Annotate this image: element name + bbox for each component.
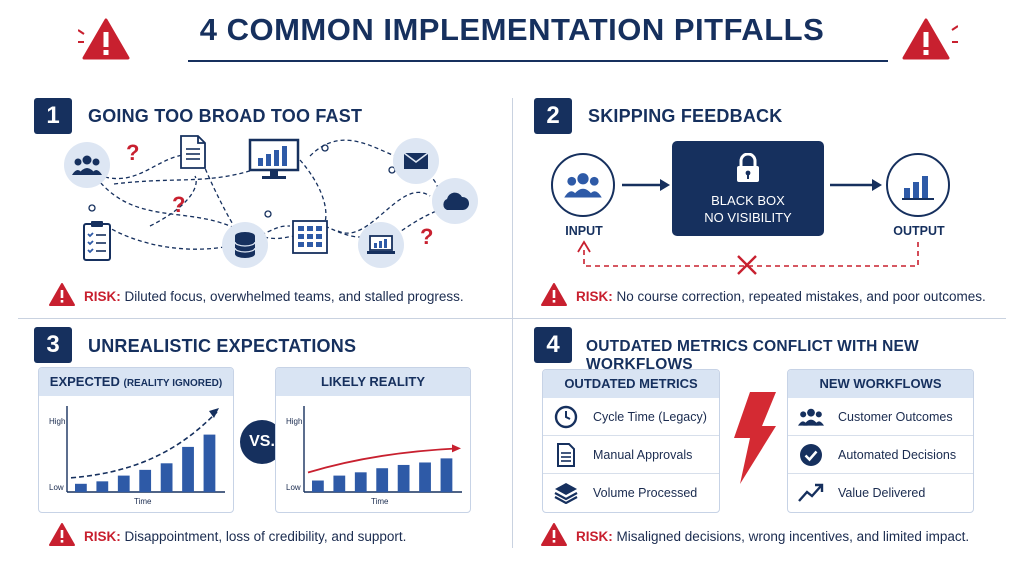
list-item: Manual Approvals [543, 436, 719, 474]
chart-bar [354, 472, 367, 492]
trend-line [70, 411, 218, 479]
x-axis-label: Time [134, 497, 152, 506]
chart-bar [139, 469, 152, 492]
trend-up-icon [798, 480, 824, 506]
cloud-icon [432, 178, 478, 224]
team-icon [64, 142, 110, 188]
output-label: OUTPUT [893, 224, 945, 238]
warning-icon-right [898, 16, 959, 69]
question-mark: ? [172, 192, 186, 217]
question-mark: ? [420, 224, 434, 249]
input-node [551, 153, 615, 217]
lock-icon [734, 152, 762, 188]
chart-bar [419, 462, 431, 492]
list-item: Cycle Time (Legacy) [543, 398, 719, 436]
chart-bar [96, 481, 109, 492]
chart-bar [333, 475, 346, 492]
outdated-metrics-panel: OUTDATED METRICS Cycle Time (Legacy) Man… [542, 369, 720, 513]
team-icon [798, 404, 824, 430]
chart-bar [397, 464, 410, 492]
chart-bar [117, 475, 130, 492]
layers-icon [553, 480, 579, 506]
output-node [886, 153, 950, 217]
y-low-label: Low [286, 483, 301, 492]
chart-bar [312, 480, 324, 492]
chart-bar [182, 446, 194, 492]
risk-warning-icon [48, 282, 76, 312]
chart-bar [75, 483, 87, 492]
black-box-line1: BLACK BOX [711, 193, 785, 208]
broken-feedback-loop [577, 240, 919, 275]
outdated-metrics-header: OUTDATED METRICS [543, 370, 719, 398]
section-4-title: OUTDATED METRICS CONFLICT WITH NEW WORKF… [586, 338, 919, 373]
x-axis-label: Time [371, 497, 389, 506]
conflict-lightning-icon [732, 392, 778, 489]
risk-warning-icon [48, 522, 76, 552]
reality-chart-panel: LIKELY REALITY High Low Time [275, 367, 471, 513]
chart-bar [440, 458, 453, 492]
trend-line [307, 447, 459, 474]
check-circle-icon [798, 442, 824, 468]
black-box: BLACK BOX NO VISIBILITY [672, 141, 824, 236]
new-workflows-panel: NEW WORKFLOWS Customer Outcomes Automate… [787, 369, 974, 513]
y-high-label: High [286, 417, 302, 426]
black-box-line2: NO VISIBILITY [704, 210, 792, 225]
page-title: 4 COMMON IMPLEMENTATION PITFALLS [199, 12, 825, 47]
chart-bar [160, 463, 173, 492]
list-item: Volume Processed [543, 474, 719, 512]
document-icon [178, 134, 208, 175]
risk-warning-icon [540, 282, 568, 312]
section-2-number: 2 [534, 98, 572, 134]
reality-chart-title: LIKELY REALITY [276, 368, 470, 396]
risk-warning-icon [540, 522, 568, 552]
section-4-number: 4 [534, 327, 572, 363]
database-icon [222, 222, 268, 268]
y-high-label: High [49, 417, 65, 426]
reality-bar-chart: High Low Time [286, 406, 462, 506]
bar-chart-icon [902, 176, 934, 200]
list-item: Customer Outcomes [788, 398, 973, 436]
grid-icon [292, 220, 328, 259]
warning-icon-left [77, 16, 134, 69]
clock-icon [553, 404, 579, 430]
input-label: INPUT [565, 224, 603, 238]
chart-bar [376, 468, 389, 492]
list-item: Value Delivered [788, 474, 973, 512]
section-1-title: GOING TOO BROAD TOO FAST [88, 106, 363, 126]
section-3-number: 3 [34, 327, 72, 363]
section-3-title: UNREALISTIC EXPECTATIONS [88, 336, 357, 356]
section-2-title: SKIPPING FEEDBACK [588, 106, 783, 126]
new-workflows-header: NEW WORKFLOWS [788, 370, 973, 398]
expected-chart-panel: EXPECTED (REALITY IGNORED) High Low Time [38, 367, 234, 513]
arrow-right-icon [622, 179, 670, 191]
laptop-chart-icon [358, 222, 404, 268]
section-2-risk: RISK: No course correction, repeated mis… [576, 289, 986, 304]
document-icon [553, 442, 579, 468]
mail-icon [393, 138, 439, 184]
section-1-number: 1 [34, 98, 72, 134]
section-4-risk: RISK: Misaligned decisions, wrong incent… [576, 529, 970, 544]
question-mark: ? [126, 140, 140, 165]
section-1-risk: RISK: Diluted focus, overwhelmed teams, … [84, 289, 464, 304]
chart-bar [203, 434, 216, 492]
list-item: Automated Decisions [788, 436, 973, 474]
trend-arrowhead [209, 408, 219, 418]
title-underline [188, 60, 888, 62]
expected-bar-chart: High Low Time [49, 406, 225, 506]
monitor-chart-icon [248, 138, 300, 185]
expected-chart-title: EXPECTED (REALITY IGNORED) [39, 368, 233, 396]
section-3-risk: RISK: Disappointment, loss of credibilit… [84, 529, 407, 544]
arrow-right-icon [830, 179, 882, 191]
team-icon [564, 173, 602, 198]
trend-arrowhead [452, 444, 461, 453]
vertical-divider [512, 98, 513, 548]
checklist-icon [82, 220, 112, 267]
y-low-label: Low [49, 483, 64, 492]
